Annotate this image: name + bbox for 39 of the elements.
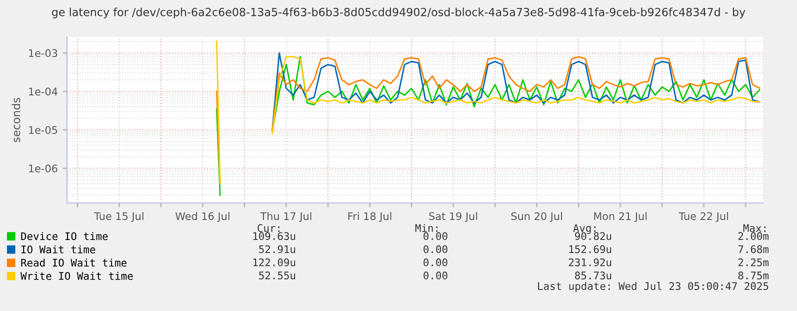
legend-label: Device IO time (21, 232, 108, 240)
x-tick-label: Tue 22 Jul (678, 212, 728, 222)
text: 231.92u (568, 258, 612, 266)
text: Last update: Wed Jul 23 05:00:47 2025 (538, 282, 768, 292)
text: Cur: (258, 224, 280, 232)
text: Min: (415, 224, 438, 232)
legend-label: Read IO Wait time (21, 258, 126, 267)
text: 109.63u (253, 232, 296, 240)
text: 8.75m (738, 272, 769, 280)
legend-label: IO Wait time (22, 245, 96, 254)
text: 0.00 (424, 272, 448, 280)
y-tick-label: 1e-06 (29, 164, 58, 172)
text: 0.00 (424, 258, 448, 266)
x-tick-label: Sat 19 Jul (429, 212, 478, 222)
text: 85.73u (575, 272, 612, 280)
text: 2.25m (738, 258, 769, 266)
y-tick-label: 1e-04 (29, 88, 58, 96)
text: 0.00 (424, 245, 448, 254)
legend-label: Write IO Wait time (20, 272, 133, 280)
x-tick-label: Tue 15 Jul (94, 212, 144, 222)
text: 52.91u (259, 245, 296, 254)
text: 2.00m (738, 232, 769, 240)
x-tick-label: Mon 21 Jul (594, 212, 647, 222)
x-tick-label: Wed 16 Jul (175, 212, 230, 222)
text: 152.69u (569, 245, 612, 254)
text: Avg: (573, 224, 596, 234)
text: 7.68m (738, 245, 769, 254)
x-tick-label: Fri 18 Jul (348, 212, 392, 222)
text: 52.55u (259, 272, 296, 280)
x-tick-label: Thu 17 Jul (260, 212, 312, 222)
x-tick-label: Sun 20 Jul (511, 212, 562, 222)
text: Max: (743, 224, 766, 232)
y-tick-label: 1e-03 (29, 49, 58, 58)
y-axis-title: seconds (12, 98, 20, 142)
text: 122.09u (253, 258, 296, 266)
text: 0.00 (424, 232, 448, 240)
text: 90.82u (575, 232, 612, 240)
chart-title: ge latency for /dev/ceph-6a2c6e08-13a5-4f63-b6b3-8d05cdd94902/osd-block-4a5a73e8-5d98-41fa-9ceb-b926fc48347d - by (52, 8, 746, 18)
y-tick-label: 1e-05 (29, 126, 58, 134)
